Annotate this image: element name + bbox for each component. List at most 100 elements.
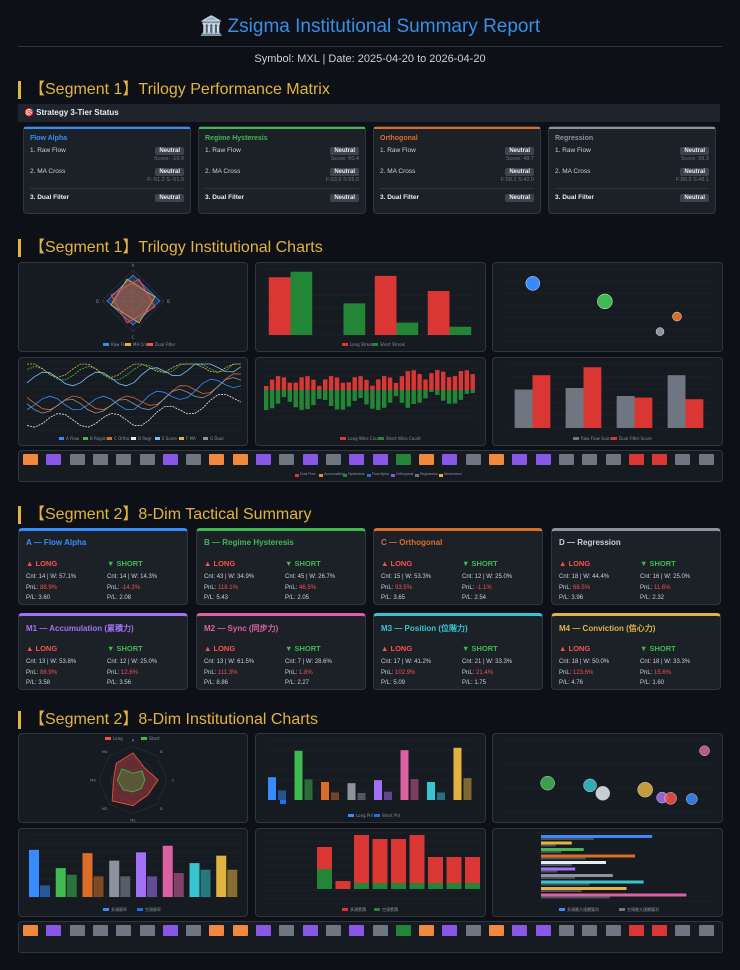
signal-square: [46, 925, 62, 936]
diverging-bar-short: [435, 390, 440, 395]
diverging-bar-short: [393, 390, 399, 397]
segment2-hbar-chart: 多頭最大連續獲利 空頭最大連續獲利: [533, 832, 713, 912]
bubble2-point: [686, 793, 698, 805]
diverging-legend-long: Long Wins Count: [348, 436, 382, 441]
diverging-bar-short: [446, 390, 452, 404]
tactical-card-title: B — Regime Hysteresis: [204, 538, 294, 547]
signal-square: [349, 454, 365, 465]
strip-legend-swatch: [367, 474, 371, 477]
diverging-bar-long: [458, 371, 464, 390]
floating-bar-long: [409, 835, 425, 883]
hbar-short: [541, 838, 594, 840]
signal-square: [582, 925, 598, 936]
status-badge: Neutral: [155, 147, 184, 155]
short-column: ▼ SHORT Cnt: 18 | W: 33.3% PnL: 15.6% P/L: …: [640, 644, 716, 689]
winrate-bar-short: [227, 869, 238, 897]
strip-legend-label: Orthogonal: [396, 472, 414, 476]
strip-legend-label: Dual Flow: [300, 472, 316, 476]
floating-bar-short: [317, 869, 332, 889]
radar-label-d: D: [96, 299, 99, 304]
diverging-bar-short: [352, 390, 357, 401]
radar2-label: M3: [90, 778, 96, 783]
long-pnl: PnL: 93.5%: [381, 584, 413, 591]
tier-label: 1. Raw Flow: [555, 147, 591, 154]
diverging-bar-short: [417, 390, 422, 403]
segment1-matrix-title: 【Segment 1】Trilogy Performance Matrix: [18, 81, 330, 99]
signal-square: [628, 925, 644, 936]
radar2-legend-short: Short: [149, 736, 160, 741]
long-pnl: PnL: 118.1%: [204, 584, 238, 591]
line-legend-label: F MA: [186, 436, 196, 441]
tactical-card: M4 — Conviction (信心力) ▲ LONG Cnt: 18 | W: …: [551, 613, 721, 690]
signal-square: [605, 925, 621, 936]
signal-square: [535, 454, 551, 465]
short-column: ▼ SHORT Cnt: 12 | W: 25.0% PnL: 12.6% P/L: …: [107, 644, 183, 689]
streak-bar-1-1: [343, 303, 366, 335]
count-bar-short: [437, 792, 445, 800]
short-pnl: PnL: 11.6%: [640, 584, 671, 591]
signal-square: [116, 454, 132, 465]
line-legend-label: G Dual: [210, 436, 224, 441]
signal-square: [605, 454, 621, 465]
diverging-bar-short: [452, 390, 458, 404]
long-pl: P/L: 4.76: [559, 680, 584, 686]
short-pl: P/L: 3.56: [107, 680, 132, 686]
paired-bar-1-1: [583, 367, 602, 428]
line-legend-swatch: [83, 437, 88, 440]
short-pnl: PnL: 46.5%: [285, 584, 317, 591]
tier-score: F:89.5 S:48.1: [675, 177, 709, 183]
signal-square: [489, 925, 504, 936]
status-badge: Neutral: [330, 194, 359, 202]
diverging-bar-short: [293, 390, 298, 408]
diverging-bar-long: [281, 377, 287, 390]
long-label: ▲ LONG: [204, 559, 236, 568]
status-badge: Neutral: [505, 168, 534, 176]
long-pnl-value: 118.1%: [218, 584, 238, 591]
tier-score: Score: 60.4: [330, 156, 359, 162]
status-badge: Neutral: [680, 168, 709, 176]
short-column: ▼ SHORT Cnt: 21 | W: 33.3% PnL: 21.4% P/L: …: [462, 644, 538, 689]
short-count-winrate: Cnt: 18 | W: 33.3%: [640, 659, 691, 665]
tier-row-ma-cross: 2. MA Cross Neutral: [205, 168, 359, 179]
diverging-bar-short: [405, 390, 410, 408]
segment2-floating-panel: 多頭累積 空頭累積: [255, 828, 486, 917]
signal-square: [186, 454, 202, 465]
strategy-card: Orthogonal 1. Raw Flow Neutral Score: 48.7 2…: [373, 126, 541, 214]
short-column: ▼ SHORT Cnt: 14 | W: 14.3% PnL: -14.3% P/L:…: [107, 559, 183, 604]
long-pl: P/L: 3.60: [26, 595, 51, 601]
diverging-bar-long: [417, 373, 422, 390]
hbar-long: [541, 835, 653, 838]
strategy-card-title: Orthogonal: [380, 135, 418, 142]
short-column: ▼ SHORT Cnt: 16 | W: 25.0% PnL: 11.6% P/L: …: [640, 559, 716, 604]
tactical-card-title: M4 — Conviction (信心力): [559, 624, 656, 633]
short-pnl-value: 46.5%: [299, 584, 317, 591]
strategy-status-header: 🎯 Strategy 3-Tier Status: [18, 104, 720, 122]
signal-square: [675, 925, 691, 936]
tier-label: 1. Raw Flow: [380, 147, 416, 154]
signal-square: [256, 454, 271, 465]
long-label: ▲ LONG: [26, 559, 58, 568]
bubble2-point: [699, 745, 710, 757]
line-legend-label: A Flow: [66, 436, 80, 441]
diverging-bar-long: [264, 386, 269, 390]
segment2-winrate-chart: 多頭勝率 空頭勝率: [27, 834, 241, 912]
short-pnl-value: -14.3%: [121, 584, 141, 591]
tier-row-raw-flow: 1. Raw Flow Neutral: [205, 147, 359, 158]
hbar-legend-long: 多頭最大連續獲利: [567, 906, 599, 912]
hbar-long: [541, 861, 606, 864]
tier-score: F:-51.2 S:-51.0: [147, 177, 184, 183]
segment2-signal-strip: [18, 921, 723, 953]
signal-square: [395, 925, 411, 936]
diverging-bar-long: [464, 370, 469, 390]
winrate-legend-long: 多頭勝率: [111, 906, 127, 912]
signal-square: [372, 454, 388, 465]
diverging-bar-long: [446, 377, 452, 390]
hbar-legend-short: 空頭最大連續獲利: [627, 906, 659, 912]
paired-legend-dual: Dual Filter Score: [619, 436, 652, 441]
short-pl: P/L: 1.60: [640, 680, 665, 686]
diverging-bar-long: [387, 377, 393, 390]
radar-series-dual-filter: [110, 278, 156, 324]
short-pnl: PnL: -1.1%: [462, 584, 492, 591]
short-pl: P/L: 2.08: [107, 595, 132, 601]
count-bar-long: [294, 750, 303, 800]
